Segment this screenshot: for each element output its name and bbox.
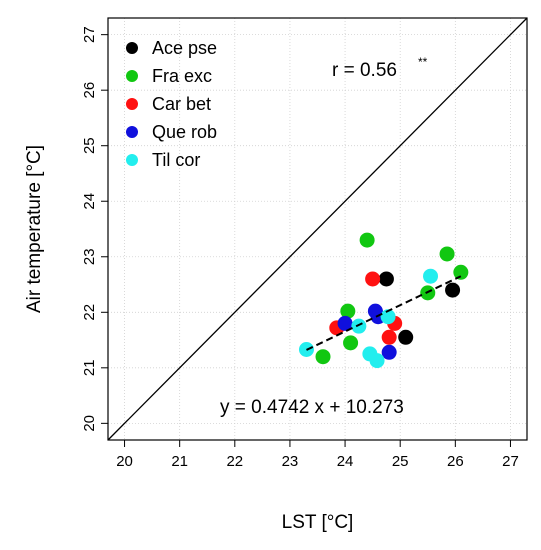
data-point <box>381 344 397 360</box>
y-tick-label: 22 <box>81 304 98 321</box>
legend-label: Car bet <box>152 94 211 114</box>
x-tick-label: 20 <box>116 453 133 470</box>
regression-line <box>306 275 462 351</box>
y-tick-label: 25 <box>81 137 98 154</box>
x-tick-label: 22 <box>226 453 243 470</box>
correlation-annotation: r = 0.56 <box>332 60 397 81</box>
data-point <box>439 246 455 262</box>
data-point <box>365 271 381 287</box>
data-point <box>315 349 331 365</box>
data-point <box>380 309 396 325</box>
significance-stars: ** <box>418 55 428 69</box>
x-tick-label: 27 <box>502 453 519 470</box>
data-point <box>398 329 414 345</box>
data-point <box>351 318 367 334</box>
data-point <box>359 232 375 248</box>
x-tick-label: 21 <box>171 453 188 470</box>
data-point <box>337 315 353 331</box>
data-point <box>343 335 359 351</box>
x-tick-label: 23 <box>282 453 299 470</box>
x-axis-label: LST [°C] <box>282 512 354 533</box>
legend-item: Til cor <box>126 150 200 170</box>
y-tick-label: 20 <box>81 415 98 432</box>
reference-line <box>107 17 528 441</box>
y-tick-label: 23 <box>81 248 98 265</box>
legend-item: Ace pse <box>126 38 217 58</box>
y-tick-label: 24 <box>81 193 98 210</box>
x-tick-label: 24 <box>337 453 354 470</box>
x-tick-label: 26 <box>447 453 464 470</box>
legend-marker <box>126 154 138 166</box>
data-point <box>378 271 394 287</box>
x-axis-ticks: 20 21 22 23 24 25 26 27 <box>116 440 519 470</box>
legend-marker <box>126 98 138 110</box>
grid <box>108 18 527 440</box>
legend-label: Fra exc <box>152 66 212 86</box>
y-tick-label: 21 <box>81 359 98 376</box>
legend-label: Que rob <box>152 122 217 142</box>
data-point <box>381 329 397 345</box>
data-point <box>445 282 461 298</box>
regression-equation: y = 0.4742 x + 10.273 <box>220 397 404 418</box>
x-tick-label: 25 <box>392 453 409 470</box>
plot-frame <box>107 17 528 441</box>
legend-marker <box>126 70 138 82</box>
fit-line <box>306 275 462 351</box>
data-point <box>423 268 439 284</box>
legend: Ace pse Fra exc Car bet Que rob Til cor <box>126 38 217 170</box>
data-point <box>369 353 385 369</box>
legend-item: Que rob <box>126 122 217 142</box>
legend-item: Car bet <box>126 94 211 114</box>
legend-marker <box>126 42 138 54</box>
legend-label: Til cor <box>152 150 200 170</box>
y-tick-label: 26 <box>81 82 98 99</box>
y-axis-ticks: 20 21 22 23 24 25 26 27 <box>81 26 108 432</box>
legend-marker <box>126 126 138 138</box>
y-tick-label: 27 <box>81 26 98 43</box>
one-to-one-line <box>107 17 528 441</box>
legend-item: Fra exc <box>126 66 212 86</box>
data-point <box>340 303 356 319</box>
data-point <box>453 264 469 280</box>
y-axis-label: Air temperature [°C] <box>24 145 45 313</box>
data-points <box>298 232 469 369</box>
legend-label: Ace pse <box>152 38 217 58</box>
